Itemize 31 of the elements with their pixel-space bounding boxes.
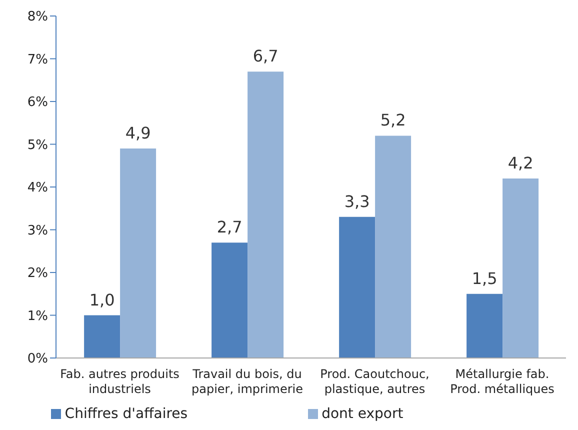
- y-tick-label: 1%: [27, 308, 48, 324]
- bar: [466, 294, 503, 358]
- bar: [339, 216, 376, 358]
- x-tick-label: Métallurgie fab. Prod. métalliques: [450, 367, 554, 396]
- bar: [84, 315, 120, 358]
- y-tick-label: 5%: [27, 138, 48, 153]
- data-label: 1,0: [89, 290, 115, 310]
- y-tick-label: 7%: [27, 52, 48, 68]
- legend-label: Chiffres d'affaires: [64, 406, 188, 422]
- bar: [375, 136, 412, 358]
- y-tick-label: 0%: [27, 352, 48, 367]
- y-tick-label: 4%: [27, 180, 48, 196]
- data-label: 5,2: [380, 110, 406, 130]
- x-tick-label: Fab. autres produits industriels: [60, 367, 180, 396]
- bar: [502, 178, 539, 358]
- data-label: 4,9: [125, 124, 151, 143]
- y-tick-label: 2%: [27, 266, 48, 282]
- y-tick-label: 6%: [27, 95, 48, 110]
- x-tick-label: Travail du bois, du papier, imprimerie: [192, 367, 303, 396]
- data-label: 1,5: [472, 268, 498, 288]
- y-tick-label: 3%: [27, 223, 48, 238]
- x-tick-label: Prod. Caoutchouc, plastique, autres: [320, 367, 430, 396]
- legend-label: dont export: [322, 406, 404, 422]
- y-tick-label: 8%: [27, 10, 48, 25]
- bar: [212, 242, 248, 358]
- data-label: 3,3: [344, 192, 370, 211]
- data-label: 2,7: [216, 218, 242, 237]
- bar: [120, 148, 156, 358]
- data-label: 6,7: [252, 46, 278, 66]
- bar: [248, 72, 284, 358]
- data-label: 4,2: [508, 153, 534, 172]
